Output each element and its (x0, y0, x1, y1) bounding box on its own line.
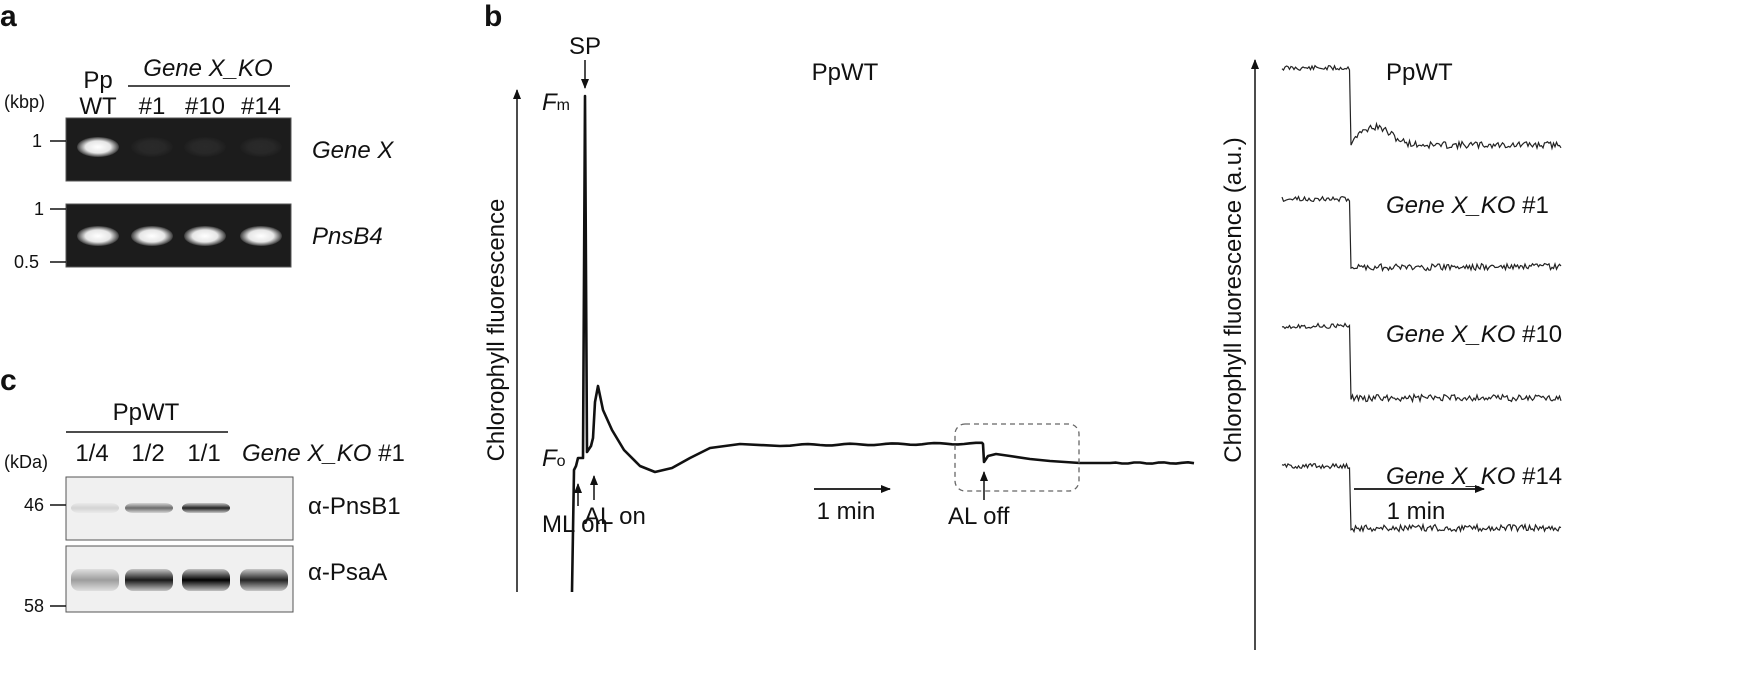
trace-label-italic: Gene X_KO (1386, 192, 1515, 219)
gel-band (240, 137, 282, 157)
gel-band (184, 137, 226, 157)
trace-label-plain: #10 (1515, 321, 1562, 348)
trace-label: PpWT (1386, 59, 1453, 86)
lane-label: #14 (241, 93, 281, 120)
gel-band (77, 137, 119, 157)
mw-marker-label: 46 (24, 495, 44, 515)
blot-psaa-bands (71, 569, 288, 591)
gel-pnsb4-bands (77, 226, 282, 246)
mw-marker-label: 58 (24, 596, 44, 616)
panel-a-unit: (kbp) (4, 92, 45, 112)
blot-band (125, 503, 173, 513)
blot-band (71, 503, 119, 513)
y-axis-label: Chlorophyll fluorescence (483, 199, 510, 462)
right-y-axis-label: Chlorophyll fluorescence (a.u.) (1220, 137, 1247, 463)
panel-b: b PpWT Chlorophyll fluorescence SP Fm Fo… (483, 0, 1195, 593)
trace-label-italic: Gene X_KO (1386, 321, 1515, 348)
gel-band (131, 137, 173, 157)
panel-a-letter: a (0, 0, 17, 33)
right-time-scale-label: 1 min (1387, 498, 1446, 525)
blot-pnsb1-bands (71, 503, 230, 513)
ml-on-label: ML on (542, 511, 608, 538)
zoom-trace-ppwt (1281, 64, 1562, 151)
gel-band (240, 226, 282, 246)
trace-label: Gene X_KO #10 (1386, 321, 1562, 348)
ko-group-label: Gene X_KO (143, 55, 272, 82)
blot-band (71, 569, 119, 591)
fm-label-main: F (542, 89, 558, 116)
ppwt-group-label: PpWT (113, 399, 180, 426)
dilution-label: 1/4 (75, 440, 108, 467)
trace-label-plain: PpWT (1386, 59, 1453, 86)
trace-label-plain: #1 (1515, 192, 1548, 219)
wt-lane-label-line2: WT (79, 93, 117, 120)
zoom-trace-ko10 (1281, 322, 1562, 404)
blot-band (240, 569, 288, 591)
fm-label-sub: m (557, 97, 570, 114)
panel-c-unit: (kDa) (4, 452, 48, 472)
blot-pnsb1-label: α-PnsB1 (308, 493, 401, 520)
zoom-trace-ko14 (1281, 462, 1562, 534)
ko-sample-label-number: #1 (371, 440, 404, 467)
panel-b-letter: b (484, 0, 502, 33)
zoom-region-box (954, 423, 1080, 492)
panel-a: a (kbp) Pp WT Gene X_KO #1 #10 #14 1 Gen… (0, 0, 394, 272)
size-marker-label: 0.5 (14, 252, 39, 272)
fo-label: Fo (542, 445, 566, 472)
blot-band (182, 503, 230, 513)
lane-label: #1 (139, 93, 166, 120)
sp-label: SP (569, 33, 601, 60)
wt-lane-label-line1: Pp (83, 67, 112, 94)
time-scale-label: 1 min (817, 498, 876, 525)
trace-label: Gene X_KO #14 (1386, 463, 1562, 490)
zoom-trace-ko1 (1281, 195, 1562, 273)
gel-gene-x-bands (77, 137, 282, 157)
main-trace-title: PpWT (812, 59, 879, 86)
ko-sample-label: Gene X_KO #1 (242, 440, 405, 467)
size-marker-label: 1 (34, 199, 44, 219)
fm-label: Fm (542, 89, 570, 116)
fluorescence-trace-ppwt (570, 94, 1195, 593)
trace-label-plain: #14 (1515, 463, 1562, 490)
al-off-label: AL off (948, 503, 1010, 530)
lane-label: #10 (185, 93, 225, 120)
gel-band (131, 226, 173, 246)
fo-label-sub: o (557, 453, 566, 470)
trace-label-italic: Gene X_KO (1386, 463, 1515, 490)
dilution-label: 1/1 (187, 440, 220, 467)
al-on-label: AL on (584, 503, 646, 530)
panel-c-letter: c (0, 364, 17, 397)
gel-band (77, 226, 119, 246)
gel-pnsb4-label: PnsB4 (312, 223, 383, 250)
trace-label: Gene X_KO #1 (1386, 192, 1549, 219)
blot-band (125, 569, 173, 591)
gel-gene-x-label: Gene X (312, 137, 394, 164)
ko-sample-label-italic: Gene X_KO (242, 440, 371, 467)
panel-c: c PpWT (kDa) 1/4 1/2 1/1 Gene X_KO #1 46… (0, 364, 405, 616)
blot-band (182, 569, 230, 591)
fo-label-main: F (542, 445, 558, 472)
panel-b-zoom-traces: Chlorophyll fluorescence (a.u.) PpWT Gen… (1220, 59, 1562, 650)
size-marker-label: 1 (32, 131, 42, 151)
gel-band (184, 226, 226, 246)
dilution-label: 1/2 (131, 440, 164, 467)
blot-psaa-label: α-PsaA (308, 559, 387, 586)
